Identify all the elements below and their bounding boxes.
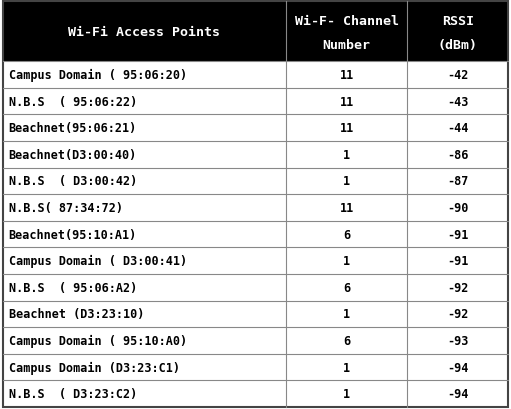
Text: N.B.S  ( 95:06:22): N.B.S ( 95:06:22) xyxy=(9,95,137,108)
Text: 1: 1 xyxy=(343,148,350,161)
Text: Wi-Fi Access Points: Wi-Fi Access Points xyxy=(68,25,220,38)
Text: N.B.S  ( 95:06:A2): N.B.S ( 95:06:A2) xyxy=(9,281,137,294)
Text: -86: -86 xyxy=(447,148,469,161)
Text: 6: 6 xyxy=(343,228,350,241)
Text: 11: 11 xyxy=(339,202,354,214)
Text: Beachnet(95:10:A1): Beachnet(95:10:A1) xyxy=(9,228,137,241)
Text: 1: 1 xyxy=(343,308,350,321)
Bar xyxy=(3,221,508,248)
Text: N.B.S  ( D3:23:C2): N.B.S ( D3:23:C2) xyxy=(9,387,137,400)
Text: (dBm): (dBm) xyxy=(438,39,478,52)
Bar xyxy=(3,62,508,88)
Text: -92: -92 xyxy=(447,308,469,321)
Text: N.B.S  ( D3:00:42): N.B.S ( D3:00:42) xyxy=(9,175,137,188)
Text: 6: 6 xyxy=(343,334,350,347)
Text: 1: 1 xyxy=(343,175,350,188)
Text: -87: -87 xyxy=(447,175,469,188)
Text: 1: 1 xyxy=(343,254,350,267)
Text: Number: Number xyxy=(322,39,370,52)
Text: 6: 6 xyxy=(343,281,350,294)
Text: 1: 1 xyxy=(343,361,350,374)
Bar xyxy=(3,115,508,142)
Text: -94: -94 xyxy=(447,361,469,374)
Text: 11: 11 xyxy=(339,69,354,82)
Text: 11: 11 xyxy=(339,95,354,108)
Text: Beachnet(D3:00:40): Beachnet(D3:00:40) xyxy=(9,148,137,161)
Text: -42: -42 xyxy=(447,69,469,82)
Text: Wi-F- Channel: Wi-F- Channel xyxy=(294,15,399,28)
Text: -93: -93 xyxy=(447,334,469,347)
Text: 11: 11 xyxy=(339,122,354,135)
Text: -94: -94 xyxy=(447,387,469,400)
Bar xyxy=(3,248,508,274)
Bar xyxy=(3,88,508,115)
Bar xyxy=(3,327,508,354)
Text: Campus Domain (D3:23:C1): Campus Domain (D3:23:C1) xyxy=(9,361,180,374)
Text: Campus Domain ( 95:10:A0): Campus Domain ( 95:10:A0) xyxy=(9,334,187,347)
Bar xyxy=(3,354,508,380)
Text: Campus Domain ( D3:00:41): Campus Domain ( D3:00:41) xyxy=(9,254,187,267)
Bar xyxy=(3,301,508,327)
Bar xyxy=(3,168,508,195)
Text: Beachnet (D3:23:10): Beachnet (D3:23:10) xyxy=(9,308,144,321)
Bar xyxy=(3,2,508,62)
Text: Beachnet(95:06:21): Beachnet(95:06:21) xyxy=(9,122,137,135)
Text: -44: -44 xyxy=(447,122,469,135)
Text: -91: -91 xyxy=(447,228,469,241)
Text: -91: -91 xyxy=(447,254,469,267)
Text: RSSI: RSSI xyxy=(442,15,474,28)
Text: N.B.S( 87:34:72): N.B.S( 87:34:72) xyxy=(9,202,123,214)
Text: 1: 1 xyxy=(343,387,350,400)
Bar xyxy=(3,380,508,407)
Text: -43: -43 xyxy=(447,95,469,108)
Text: -92: -92 xyxy=(447,281,469,294)
Text: -90: -90 xyxy=(447,202,469,214)
Bar xyxy=(3,274,508,301)
Bar xyxy=(3,195,508,221)
Bar xyxy=(3,142,508,168)
Text: Campus Domain ( 95:06:20): Campus Domain ( 95:06:20) xyxy=(9,69,187,82)
